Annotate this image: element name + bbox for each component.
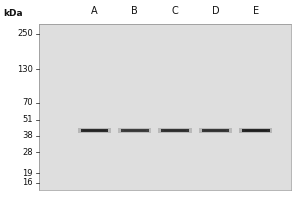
Text: kDa: kDa <box>3 9 22 18</box>
Text: B: B <box>131 6 138 16</box>
Text: E: E <box>253 6 259 16</box>
Text: 51: 51 <box>22 115 33 124</box>
Bar <box>118 128 152 133</box>
Text: 130: 130 <box>17 65 33 74</box>
Text: 28: 28 <box>22 148 33 157</box>
Bar <box>124 130 146 131</box>
Text: 70: 70 <box>22 98 33 107</box>
Text: 38: 38 <box>22 131 33 140</box>
Bar <box>164 130 186 131</box>
Bar <box>78 128 111 133</box>
Bar <box>204 130 226 131</box>
Bar <box>121 129 148 132</box>
Text: 19: 19 <box>22 169 33 178</box>
Bar <box>199 128 232 133</box>
Bar <box>202 129 229 132</box>
Bar <box>239 128 272 133</box>
Text: C: C <box>172 6 178 16</box>
Text: 250: 250 <box>17 29 33 38</box>
Text: D: D <box>212 6 219 16</box>
Bar <box>83 130 106 131</box>
Bar <box>161 129 189 132</box>
Bar <box>244 130 267 131</box>
Bar <box>158 128 192 133</box>
Bar <box>242 129 270 132</box>
Bar <box>81 129 108 132</box>
Text: A: A <box>91 6 98 16</box>
Text: 16: 16 <box>22 178 33 187</box>
